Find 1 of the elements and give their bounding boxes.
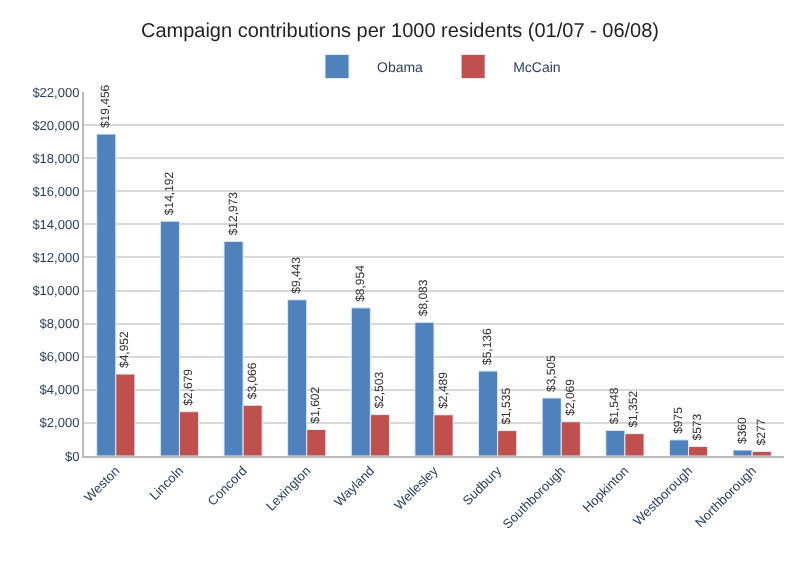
chart-title: Campaign contributions per 1000 residents (01/07 - 06/08) bbox=[140, 21, 660, 44]
